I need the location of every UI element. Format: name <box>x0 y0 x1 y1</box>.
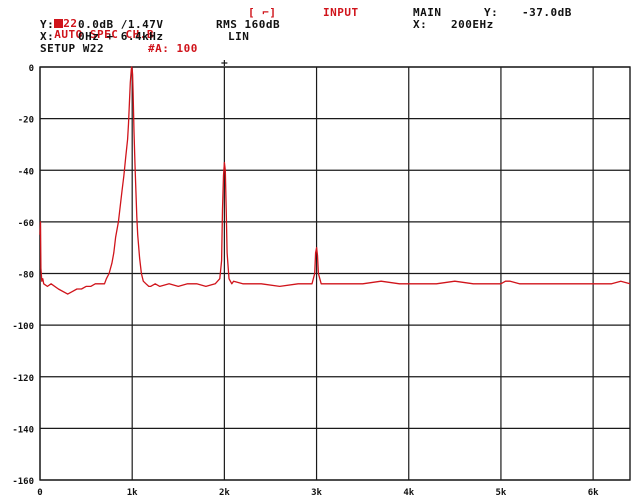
x-tick-label: 5k <box>496 488 507 498</box>
x-tick-label: 6k <box>588 488 599 498</box>
main-y-label: Y: <box>484 6 499 19</box>
cursor-marker-icon <box>221 60 228 66</box>
setup-code: 22 <box>63 17 78 30</box>
y-tick-label: -100 <box>12 322 34 332</box>
header-line-1: 22 AUTO SPEC CH.B <box>40 7 154 40</box>
main-label: MAIN <box>413 6 442 19</box>
average-count: #A: 100 <box>148 42 198 55</box>
y-tick-label: 0 <box>29 64 34 74</box>
setup-label: SETUP W22 <box>40 42 105 55</box>
cursor-x-value: 200EHz <box>451 18 494 31</box>
spectrum-trace <box>39 66 631 295</box>
y-tick-label: -120 <box>12 374 34 384</box>
main-y-value: -37.0dB <box>522 6 572 19</box>
frequency-span: 0Hz + 6.4kHz <box>78 30 164 43</box>
y-tick-label: -160 <box>12 477 34 487</box>
scale-type: LIN <box>228 30 250 43</box>
x-tick-label: 2k <box>219 488 230 498</box>
bracket-indicator: [ ⌐] <box>248 6 277 19</box>
x-tick-label: 1k <box>127 488 138 498</box>
analysis-mode: AUTO SPEC CH.B <box>54 28 154 41</box>
rms-readout: RMS 160dB <box>216 18 281 31</box>
x-tick-label: 4k <box>403 488 414 498</box>
y-axis-label: Y: <box>40 18 55 31</box>
y-tick-label: -60 <box>18 219 34 229</box>
y-tick-label: -20 <box>18 116 34 126</box>
x-tick-label: 0 <box>37 488 42 498</box>
x-tick-label: 3k <box>311 488 322 498</box>
cursor-x-label: X: <box>413 18 428 31</box>
y-tick-label: -140 <box>12 425 34 435</box>
reference-level: 0.0dB /1.47V <box>78 18 164 31</box>
x-axis-label: X: <box>40 30 55 43</box>
signal-source: INPUT <box>323 6 359 19</box>
channel-marker-icon <box>54 19 64 28</box>
y-tick-label: -40 <box>18 167 34 177</box>
y-tick-label: -80 <box>18 271 34 281</box>
